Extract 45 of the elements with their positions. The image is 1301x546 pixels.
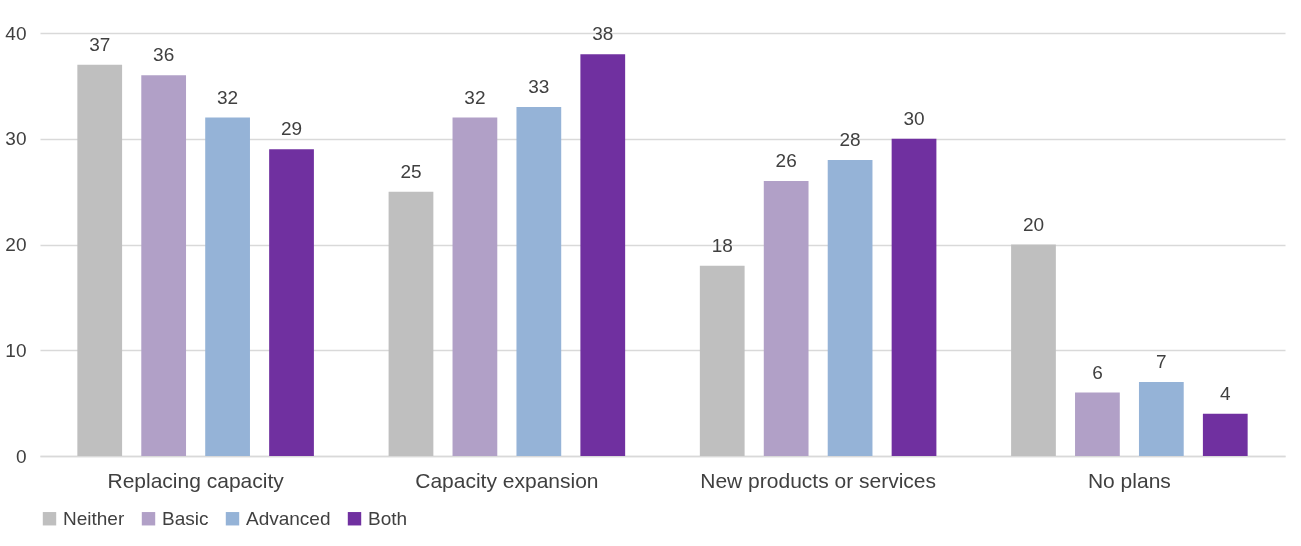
y-tick-label: 20 xyxy=(5,234,27,255)
data-label: 29 xyxy=(280,118,303,140)
bar xyxy=(77,64,123,456)
legend-label: Advanced xyxy=(246,507,331,529)
data-label: 7 xyxy=(1156,350,1167,372)
bar xyxy=(891,138,937,456)
bar xyxy=(452,117,498,456)
data-label: 20 xyxy=(1022,213,1045,235)
data-label: 28 xyxy=(839,128,861,150)
x-tick-label: No plans xyxy=(1087,468,1171,492)
data-label: 37 xyxy=(89,33,111,55)
data-label: 38 xyxy=(592,23,614,45)
bar xyxy=(699,265,745,456)
bar xyxy=(827,159,873,456)
legend-label: Both xyxy=(368,507,408,529)
bar xyxy=(1202,413,1248,456)
data-label: 32 xyxy=(464,86,486,108)
y-tick-label: 10 xyxy=(5,339,27,361)
legend-label: Basic xyxy=(162,507,209,529)
bar xyxy=(269,149,314,456)
data-label: 4 xyxy=(1219,382,1231,404)
x-tick-label: Capacity expansion xyxy=(415,468,599,492)
data-label: 25 xyxy=(400,160,422,182)
data-label: 36 xyxy=(153,44,175,66)
bar xyxy=(1075,392,1120,456)
bar xyxy=(141,75,187,456)
x-tick-label: Replacing capacity xyxy=(107,468,285,492)
bar xyxy=(516,107,562,456)
bar xyxy=(388,191,434,456)
y-tick-label: 40 xyxy=(5,22,27,44)
data-label: 33 xyxy=(528,76,550,98)
data-label: 32 xyxy=(217,86,239,108)
data-label: 6 xyxy=(1092,361,1103,383)
data-label: 18 xyxy=(711,234,733,256)
bar xyxy=(1011,244,1056,456)
bar xyxy=(580,54,626,456)
bar xyxy=(205,117,250,456)
legend-label: Neither xyxy=(63,507,125,529)
bar xyxy=(763,181,809,456)
data-label: 30 xyxy=(903,107,925,129)
bar xyxy=(1138,381,1184,456)
data-label: 26 xyxy=(775,150,797,172)
y-tick-label: 30 xyxy=(5,128,27,150)
x-tick-label: New products or services xyxy=(700,468,936,492)
y-tick-label: 0 xyxy=(15,445,27,467)
